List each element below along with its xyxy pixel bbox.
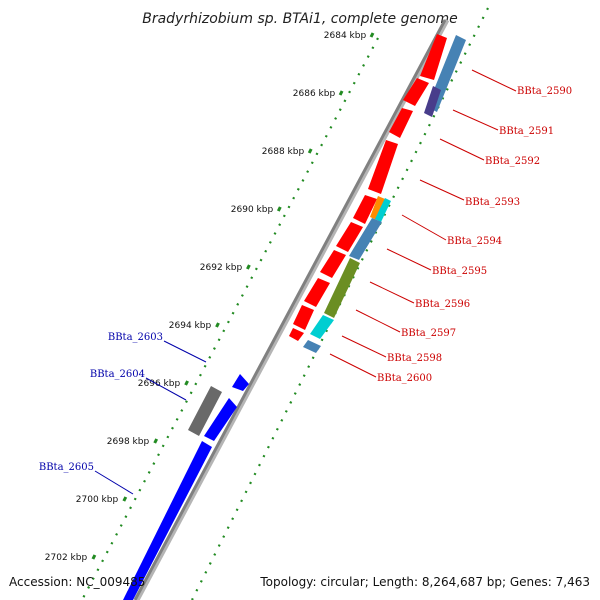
gene-label: BBta_2594 [447,236,502,247]
cds-arrow [123,441,212,600]
gene-labels: BBta_2590 BBta_2591 BBta_2592 BBta_2593 BBta… [39,69,572,495]
cds-arrow [232,374,249,391]
gene-label: BBta_2605 [39,462,94,473]
cds-arrow [304,278,330,307]
cds-arrow [336,222,363,252]
cds-arrow [420,34,447,80]
cds-arrow [368,140,398,194]
gene-label: BBta_2597 [401,328,456,339]
gene-leader-line [419,179,465,201]
cds-arrow [293,305,314,330]
reverse-cds-track [123,374,249,600]
outer-guide-line [81,37,379,600]
gene-leader-line [439,138,485,161]
cds-arrow [204,398,237,441]
cds-arrow [320,250,346,278]
kbp-ticks: 2684 kbp 2686 kbp 2688 kbp 2690 kbp 2692 kbp… [45,31,375,563]
gene-leader-line [369,281,415,304]
gene-label: BBta_2590 [517,86,572,97]
kbp-tick-label: 2698 kbp [107,437,150,447]
gene-leader-line [355,309,401,333]
gene-leader-line [471,69,517,92]
genome-title: Bradyrhizobium sp. BTAi1, complete genom… [142,11,458,27]
feature-box [310,315,334,339]
feature-box [324,258,360,318]
feature-box [375,198,391,222]
gene-label: BBta_2591 [499,126,554,137]
kbp-tick-label: 2686 kbp [293,89,336,99]
kbp-tick-mark [307,148,313,154]
gene-label: BBta_2603 [108,332,163,343]
feature-track [303,35,466,353]
cds-arrow [289,328,304,341]
gene-leader-line [163,340,207,363]
backbone [133,18,450,600]
kbp-tick-label: 2684 kbp [324,31,367,41]
forward-cds-track [289,34,447,341]
gene-label: BBta_2598 [387,353,442,364]
kbp-tick-mark [122,496,128,502]
gene-label: BBta_2595 [432,266,487,277]
kbp-tick-label: 2700 kbp [76,495,119,505]
gene-leader-line [452,109,499,131]
gene-leader-line [329,353,377,378]
kbp-tick-label: 2688 kbp [262,147,305,157]
kbp-tick-label: 2692 kbp [200,263,243,273]
gene-leader-line [94,470,134,495]
gene-label: BBta_2593 [465,197,520,208]
feature-box [349,218,382,260]
cds-arrow [353,195,377,224]
kbp-tick-mark [338,90,344,96]
kbp-tick-mark [91,554,97,560]
kbp-tick-label: 2694 kbp [169,321,212,331]
feature-box [424,86,441,117]
feature-box [188,386,222,436]
gene-leader-line [145,377,187,401]
gene-leader-line [401,214,447,241]
accession-text: Accession: NC_009485 [9,575,145,589]
kbp-tick-label: 2696 kbp [138,379,181,389]
kbp-tick-mark [276,206,282,212]
gene-leader-line [341,335,387,358]
gene-label: BBta_2604 [90,369,145,380]
cds-arrow [403,78,429,106]
cds-arrow [389,108,413,138]
kbp-tick-mark [153,438,159,444]
kbp-tick-mark [369,32,375,38]
kbp-tick-label: 2702 kbp [45,553,88,563]
topology-text: Topology: circular; Length: 8,264,687 bp… [259,575,590,589]
kbp-tick-label: 2690 kbp [231,205,274,215]
kbp-tick-mark [184,380,189,386]
feature-box [370,196,385,220]
feature-box [303,340,321,353]
gene-label: BBta_2600 [377,373,432,384]
kbp-tick-mark [246,264,251,270]
gene-label: BBta_2596 [415,299,470,310]
kbp-tick-mark [215,322,220,328]
gene-label: BBta_2592 [485,156,540,167]
gene-leader-line [386,248,432,271]
